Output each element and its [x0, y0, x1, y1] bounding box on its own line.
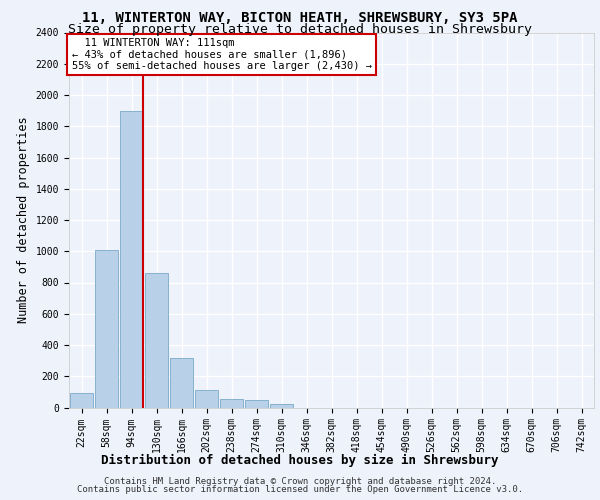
Bar	[70, 392, 93, 407]
Text: Size of property relative to detached houses in Shrewsbury: Size of property relative to detached ho…	[68, 22, 532, 36]
Text: 11 WINTERTON WAY: 111sqm
← 43% of detached houses are smaller (1,896)
55% of sem: 11 WINTERTON WAY: 111sqm ← 43% of detach…	[71, 38, 371, 72]
Bar	[220, 399, 243, 407]
Text: Distribution of detached houses by size in Shrewsbury: Distribution of detached houses by size …	[101, 454, 499, 467]
Text: Contains public sector information licensed under the Open Government Licence v3: Contains public sector information licen…	[77, 485, 523, 494]
Bar	[270, 404, 293, 407]
Bar	[120, 110, 143, 408]
Text: 11, WINTERTON WAY, BICTON HEATH, SHREWSBURY, SY3 5PA: 11, WINTERTON WAY, BICTON HEATH, SHREWSB…	[82, 11, 518, 25]
Bar	[145, 273, 168, 407]
Bar	[95, 250, 118, 408]
Text: Contains HM Land Registry data © Crown copyright and database right 2024.: Contains HM Land Registry data © Crown c…	[104, 477, 496, 486]
Bar	[245, 400, 268, 407]
Y-axis label: Number of detached properties: Number of detached properties	[17, 116, 30, 324]
Bar	[195, 390, 218, 407]
Bar	[170, 358, 193, 408]
